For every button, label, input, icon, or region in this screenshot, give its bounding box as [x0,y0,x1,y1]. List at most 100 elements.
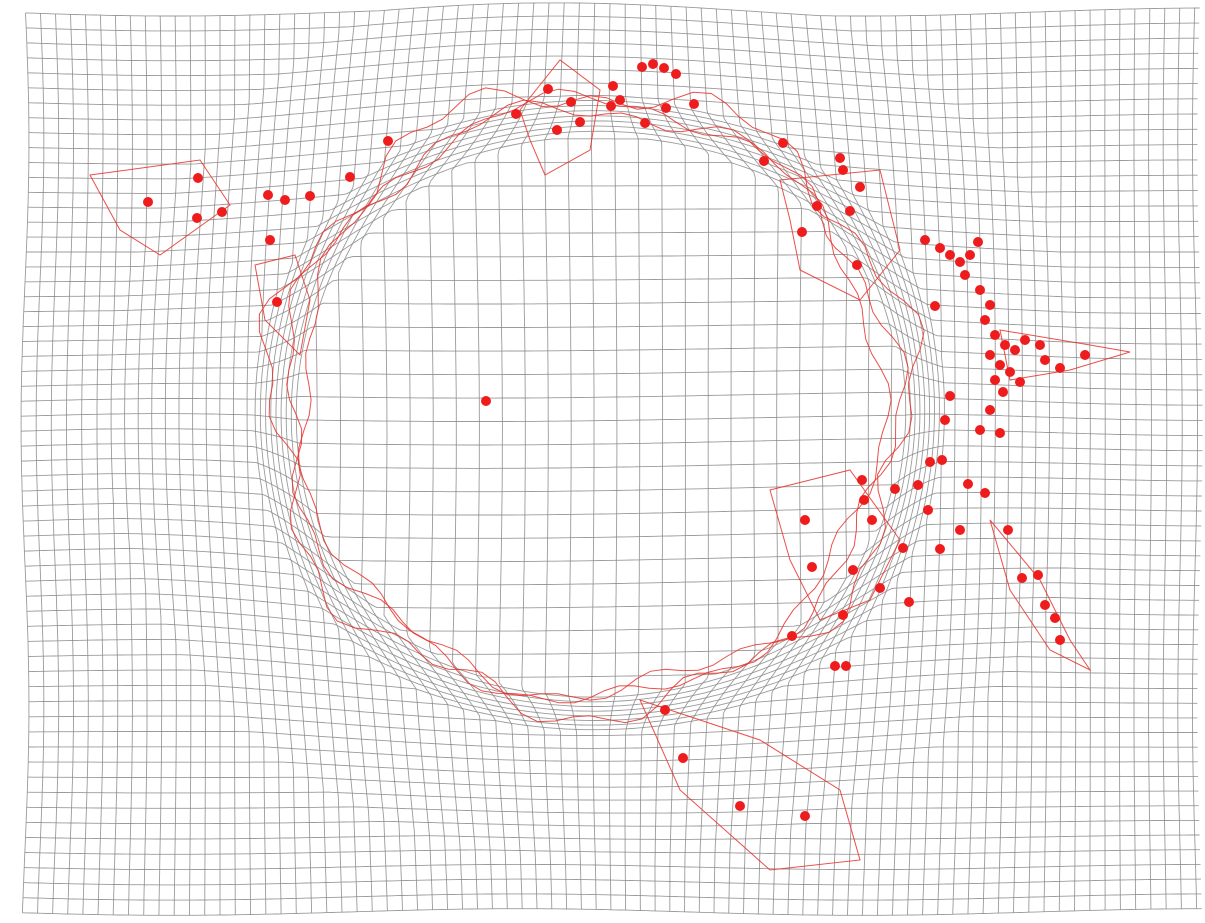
point [265,235,275,245]
grid-line-horizontal [25,208,1200,284]
point [678,753,688,763]
grid-line-horizontal [24,863,1201,871]
point [671,69,681,79]
point [960,270,970,280]
point [838,165,848,175]
point [985,405,995,415]
point [980,315,990,325]
point [648,59,658,69]
point [575,117,585,127]
point [615,95,625,105]
point [835,153,845,163]
point [759,156,769,166]
point [838,610,848,620]
grid-line-horizontal [24,548,1201,632]
grid-line-horizontal [28,110,1198,165]
point [875,583,885,593]
point [955,257,965,267]
point [925,457,935,467]
grid-line-horizontal [26,28,1199,47]
grid-line-horizontal [21,473,1203,516]
point [859,495,869,505]
point [980,488,990,498]
point [807,562,817,572]
grid-line-horizontal [27,638,1198,712]
point [1033,570,1043,580]
point [543,84,553,94]
point [608,81,618,91]
point [552,125,562,135]
grid-line-horizontal [23,276,1202,330]
grid-line-horizontal [28,761,1198,775]
point [1040,600,1050,610]
grid-line-horizontal [28,69,1198,91]
point [945,250,955,260]
point [995,428,1005,438]
point [841,661,851,671]
point [660,705,670,715]
grid-line-horizontal [26,15,1200,32]
grid-line-horizontal [25,563,1201,655]
grid-line-horizontal [23,518,1202,586]
point [898,543,908,553]
point [280,195,290,205]
point [659,63,669,73]
grid-line-horizontal [24,231,1201,299]
grid-line-horizontal [25,185,1200,268]
point [1055,363,1065,373]
region-outline [89,159,231,256]
region-outline [769,469,901,621]
point [990,375,1000,385]
grid-line-horizontal [25,2,1200,17]
grid-line-horizontal [28,654,1198,717]
point [890,484,900,494]
grid-line-horizontal [22,488,1202,539]
grid-line-horizontal [27,790,1199,801]
point [345,172,355,182]
point [855,182,865,192]
point [1020,335,1030,345]
grid-line-horizontal [28,94,1198,121]
region-outline [779,169,901,301]
grid-line-horizontal [22,503,1202,563]
point [305,191,315,201]
point [383,136,393,146]
grid-line-horizontal [23,254,1201,314]
point [1000,340,1010,350]
grid-line-horizontal [26,608,1199,703]
point [800,811,810,821]
grid-line-horizontal [21,368,1203,391]
point [985,350,995,360]
grid-line-horizontal [27,775,1199,788]
point [848,565,858,575]
grid-line-horizontal [26,805,1199,814]
grid-line-horizontal [21,391,1203,406]
grid-line-horizontal [22,908,1202,916]
grid-line-horizontal [26,138,1199,238]
point [990,330,1000,340]
region-outline [519,59,601,176]
grid-line-horizontal [22,299,1202,345]
grid-line-horizontal [27,125,1198,209]
region-outline [297,88,892,704]
point [867,515,877,525]
point [481,396,491,406]
point [965,250,975,260]
point [1035,340,1045,350]
point [904,597,914,607]
point [800,515,810,525]
point [1017,573,1027,583]
outline-layer [89,59,1131,871]
grid-line-horizontal [28,684,1198,726]
point [566,97,576,107]
point [857,475,867,485]
point [940,415,950,425]
point [606,101,616,111]
point [985,300,995,310]
point [1003,525,1013,535]
point [735,801,745,811]
grid-line-horizontal [23,878,1202,886]
grid-layer [20,2,1203,916]
